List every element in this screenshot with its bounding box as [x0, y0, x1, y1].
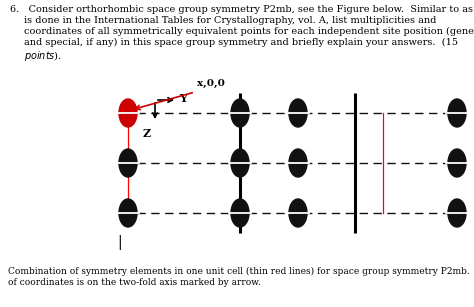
Ellipse shape [289, 149, 307, 177]
Ellipse shape [119, 99, 137, 127]
Text: and special, if any) in this space group symmetry and briefly explain your answe: and special, if any) in this space group… [24, 38, 458, 47]
Ellipse shape [289, 199, 307, 227]
Text: coordinates of all symmetrically equivalent points for each independent site pos: coordinates of all symmetrically equival… [24, 27, 474, 36]
Text: 6.   Consider orthorhombic space group symmetry P2mb, see the Figure below.  Sim: 6. Consider orthorhombic space group sym… [10, 5, 474, 14]
Text: is done in the International Tables for Crystallography, vol. A, list multiplici: is done in the International Tables for … [24, 16, 437, 25]
Ellipse shape [119, 149, 137, 177]
Text: Combination of symmetry elements in one unit cell (thin red lines) for space gro: Combination of symmetry elements in one … [8, 267, 474, 286]
Ellipse shape [448, 149, 466, 177]
Ellipse shape [448, 199, 466, 227]
Text: x,0,0: x,0,0 [197, 79, 225, 88]
Ellipse shape [289, 99, 307, 127]
Text: Y: Y [179, 94, 187, 104]
Text: |: | [118, 235, 122, 250]
Ellipse shape [448, 99, 466, 127]
Ellipse shape [119, 199, 137, 227]
Ellipse shape [231, 199, 249, 227]
Text: Z: Z [143, 128, 151, 139]
Ellipse shape [231, 149, 249, 177]
Ellipse shape [231, 99, 249, 127]
Text: $\it{points}$).: $\it{points}$). [24, 49, 62, 63]
